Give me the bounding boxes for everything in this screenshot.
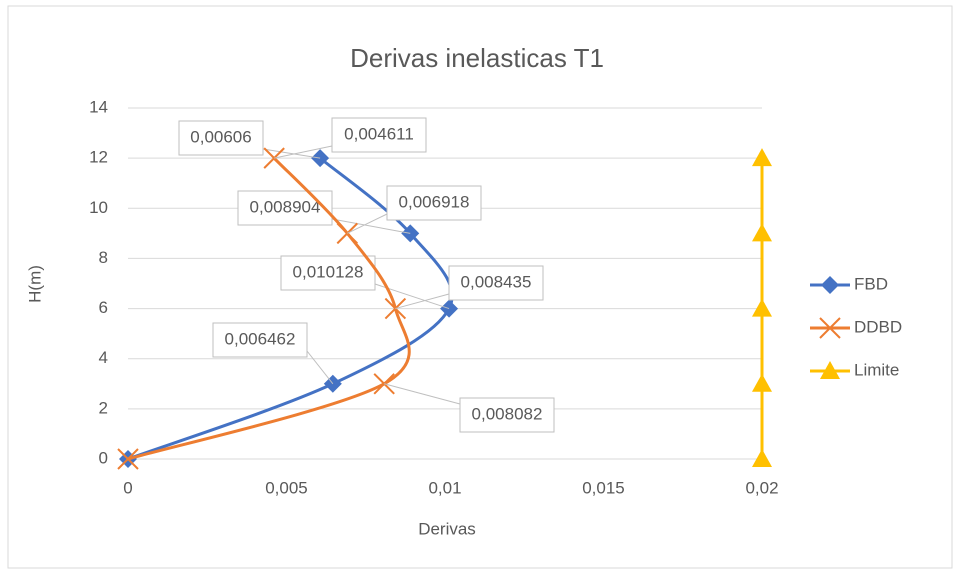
y-tick-label: 4 xyxy=(99,348,108,367)
legend-marker xyxy=(821,276,839,294)
x-tick-label: 0 xyxy=(123,478,132,497)
point xyxy=(384,297,407,320)
y-tick-label: 8 xyxy=(99,248,108,267)
point xyxy=(752,223,772,242)
label-box xyxy=(178,120,264,156)
x-tick-label: 0,015 xyxy=(582,478,625,497)
y-tick-label: 2 xyxy=(99,398,108,417)
label-leader xyxy=(262,148,321,159)
label-box xyxy=(212,322,308,358)
point xyxy=(752,148,772,167)
label-leader xyxy=(306,350,334,385)
point xyxy=(752,298,772,317)
label-box xyxy=(386,185,482,221)
label-leader xyxy=(395,293,450,310)
legend-label: Limite xyxy=(854,360,899,379)
chart-title: Derivas inelasticas T1 xyxy=(350,43,604,73)
label-leader xyxy=(331,218,411,234)
y-tick-label: 6 xyxy=(99,298,108,317)
data-label: 0,008904 xyxy=(250,197,321,216)
point xyxy=(373,373,395,395)
x-axis-label: Derivas xyxy=(418,519,476,538)
y-tick-label: 14 xyxy=(89,97,108,116)
y-tick-label: 12 xyxy=(89,148,108,167)
x-tick-label: 0,005 xyxy=(265,478,308,497)
point xyxy=(752,449,772,467)
legend-label: DDBD xyxy=(854,317,902,336)
x-tick-label: 0,02 xyxy=(745,478,778,497)
series-line xyxy=(127,157,411,461)
label-leader xyxy=(384,383,461,405)
y-axis-label: H(m) xyxy=(25,265,44,303)
label-leader xyxy=(274,145,333,159)
label-box xyxy=(280,255,376,291)
legend-marker xyxy=(819,317,841,339)
data-label: 0,006462 xyxy=(225,329,296,348)
legend-label: FBD xyxy=(854,274,888,293)
data-label: 0,010128 xyxy=(293,262,364,281)
point xyxy=(117,448,139,470)
data-label: 0,00606 xyxy=(190,127,251,146)
data-label: 0,006918 xyxy=(399,192,470,211)
label-leader xyxy=(347,213,388,234)
x-tick-label: 0,01 xyxy=(428,478,461,497)
data-label: 0,008082 xyxy=(472,404,543,423)
legend-marker xyxy=(820,361,840,379)
y-tick-label: 0 xyxy=(99,448,108,467)
label-box xyxy=(237,190,333,226)
label-box xyxy=(331,117,427,153)
y-tick-label: 10 xyxy=(89,198,108,217)
data-label: 0,008435 xyxy=(461,272,532,291)
data-label: 0,004611 xyxy=(344,124,414,143)
label-box xyxy=(459,397,555,433)
point xyxy=(752,373,772,392)
label-box xyxy=(448,265,544,301)
